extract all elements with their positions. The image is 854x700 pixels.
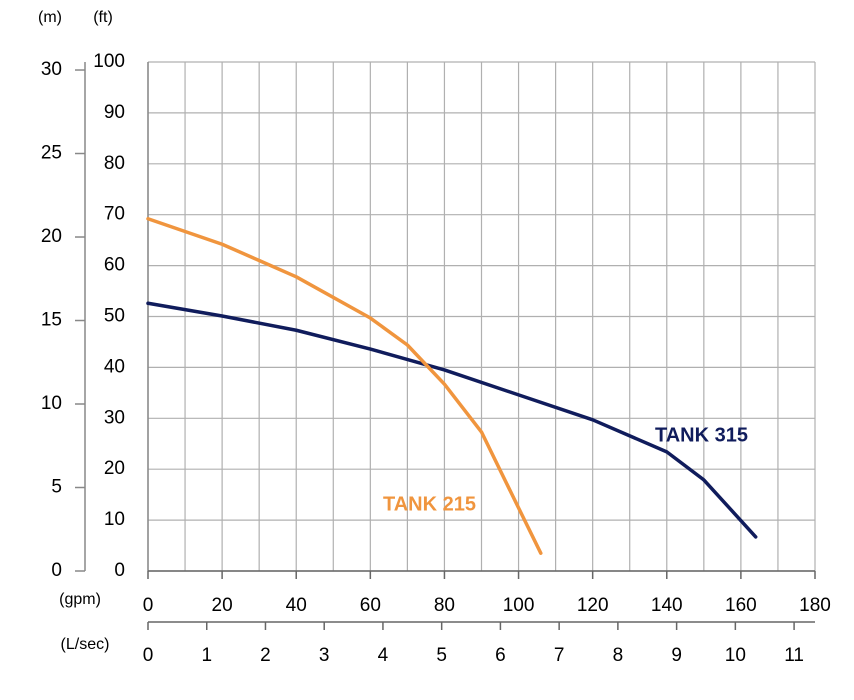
x2-tick-label: 7 xyxy=(554,645,565,666)
y-tick-label: 100 xyxy=(93,51,125,72)
x2-tick-label: 11 xyxy=(784,645,804,666)
x-tick-label: 100 xyxy=(503,595,535,616)
y-tick-label: 10 xyxy=(104,509,125,530)
y-tick-label: 0 xyxy=(114,560,125,581)
series-line xyxy=(146,217,543,555)
x-tick-label: 20 xyxy=(212,595,233,616)
x2-tick-label: 4 xyxy=(378,645,389,666)
x-tick-label: 80 xyxy=(434,595,455,616)
x2-tick-label: 2 xyxy=(260,645,271,666)
x2-tick-label: 8 xyxy=(613,645,624,666)
x-tick-label: 180 xyxy=(799,595,831,616)
y-tick-label: 70 xyxy=(104,204,125,225)
y-tick-label: 50 xyxy=(104,306,125,327)
series-label: TANK 215 xyxy=(383,493,476,515)
y2-tick-label: 0 xyxy=(51,560,62,581)
series-line xyxy=(146,301,758,539)
x2-tick-label: 0 xyxy=(143,645,154,666)
x2-tick-label: 9 xyxy=(671,645,682,666)
x-tick-label: 160 xyxy=(725,595,757,616)
y-tick-label: 80 xyxy=(104,153,125,174)
y-tick-label: 60 xyxy=(104,255,125,276)
y-tick-label: 20 xyxy=(104,458,125,479)
x-tick-label: 0 xyxy=(143,595,154,616)
y2-tick-label: 30 xyxy=(41,59,62,80)
x-tick-label: 140 xyxy=(651,595,683,616)
y2-tick-label: 20 xyxy=(41,226,62,247)
x-tick-label: 40 xyxy=(286,595,307,616)
x2-tick-label: 6 xyxy=(495,645,506,666)
x2-axis-label: (L/sec) xyxy=(61,636,110,653)
y2-tick-label: 5 xyxy=(51,477,62,498)
y-tick-label: 40 xyxy=(104,356,125,377)
x2-tick-label: 10 xyxy=(725,645,746,666)
series-label: TANK 315 xyxy=(655,424,748,446)
y-axis-label: (ft) xyxy=(93,9,113,26)
y2-axis-label: (m) xyxy=(38,9,62,26)
y-tick-label: 90 xyxy=(104,102,125,123)
x2-tick-label: 3 xyxy=(319,645,330,666)
y2-tick-label: 10 xyxy=(41,393,62,414)
x2-tick-label: 1 xyxy=(201,645,212,666)
x2-tick-label: 5 xyxy=(436,645,447,666)
y-tick-label: 30 xyxy=(104,407,125,428)
y2-tick-label: 15 xyxy=(41,310,62,331)
x-axis-label: (gpm) xyxy=(59,591,101,608)
x-tick-label: 60 xyxy=(360,595,381,616)
y2-tick-label: 25 xyxy=(41,143,62,164)
x-tick-label: 120 xyxy=(577,595,609,616)
